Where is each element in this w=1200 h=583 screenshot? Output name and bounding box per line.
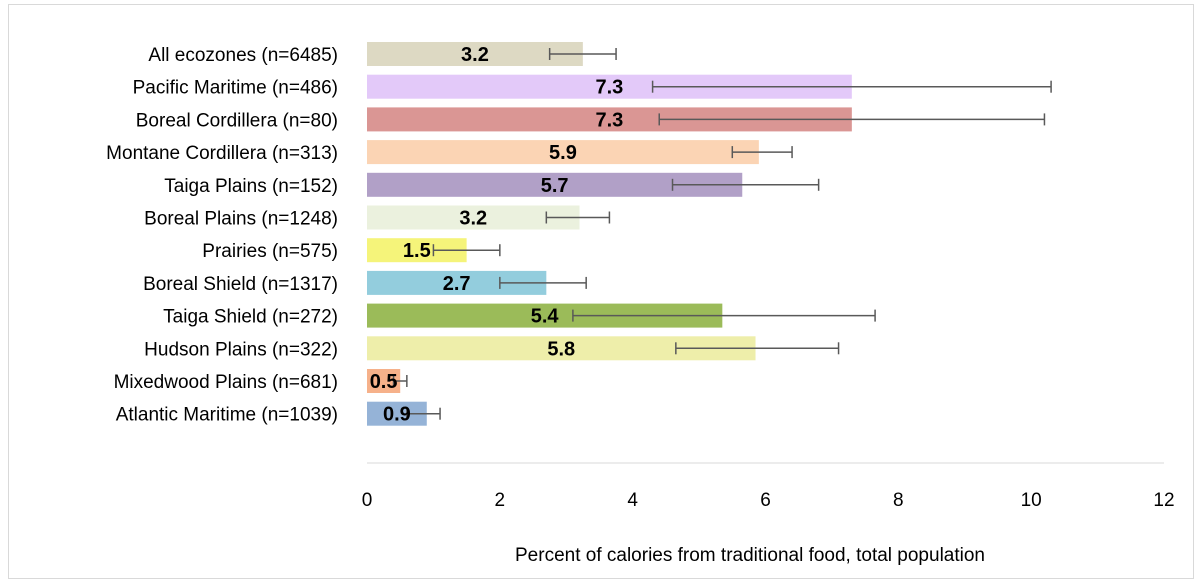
category-label: Hudson Plains (n=322) bbox=[144, 339, 338, 360]
bar bbox=[367, 205, 580, 230]
x-tick-label: 8 bbox=[893, 490, 904, 511]
error-bars-layer bbox=[392, 48, 1052, 420]
category-label: Taiga Plains (n=152) bbox=[164, 176, 338, 197]
value-label: 0.9 bbox=[383, 404, 411, 426]
category-label: Pacific Maritime (n=486) bbox=[133, 78, 338, 99]
value-label: 5.8 bbox=[547, 338, 575, 360]
value-label: 3.2 bbox=[459, 208, 487, 230]
category-label: Taiga Shield (n=272) bbox=[163, 307, 338, 328]
value-label: 2.7 bbox=[443, 273, 471, 295]
error-bar bbox=[499, 276, 587, 289]
category-label: All ecozones (n=6485) bbox=[148, 45, 338, 66]
error-bar bbox=[658, 113, 1046, 126]
category-label: Boreal Shield (n=1317) bbox=[143, 274, 338, 295]
error-bar bbox=[675, 342, 840, 355]
category-label: Boreal Cordillera (n=80) bbox=[136, 110, 338, 131]
error-bar bbox=[406, 407, 441, 420]
value-label: 5.4 bbox=[531, 306, 560, 328]
category-label: Montane Cordillera (n=313) bbox=[106, 143, 338, 164]
value-label: 5.9 bbox=[549, 142, 577, 164]
x-tick-label: 4 bbox=[627, 490, 638, 511]
bars-layer bbox=[367, 42, 852, 426]
value-label: 7.3 bbox=[596, 109, 624, 131]
chart-frame bbox=[8, 4, 1194, 579]
bar bbox=[367, 140, 759, 165]
category-labels-layer: All ecozones (n=6485) Pacific Maritime (n… bbox=[106, 45, 338, 426]
error-bar bbox=[731, 146, 793, 159]
error-bar bbox=[651, 80, 1052, 93]
value-label: 5.7 bbox=[541, 175, 569, 197]
x-tick-labels-layer: 0 2 4 6 8 10 12 bbox=[362, 490, 1175, 511]
category-label: Atlantic Maritime (n=1039) bbox=[116, 405, 338, 426]
value-label: 3.2 bbox=[461, 44, 489, 66]
category-label: Prairies (n=575) bbox=[202, 241, 338, 262]
error-bar bbox=[572, 309, 876, 322]
category-label: Mixedwood Plains (n=681) bbox=[114, 372, 338, 393]
value-label: 0.5 bbox=[370, 371, 398, 393]
error-bar bbox=[548, 48, 617, 60]
x-tick-label: 0 bbox=[362, 490, 373, 511]
x-tick-label: 2 bbox=[495, 490, 506, 511]
value-label: 7.3 bbox=[596, 77, 624, 99]
x-tick-label: 6 bbox=[760, 490, 771, 511]
error-bar bbox=[432, 244, 501, 257]
x-axis-title: Percent of calories from traditional foo… bbox=[515, 545, 985, 566]
error-bar bbox=[671, 178, 820, 191]
error-bar bbox=[545, 211, 611, 224]
x-tick-label: 10 bbox=[1021, 490, 1042, 511]
value-label: 1.5 bbox=[403, 240, 431, 262]
error-bar bbox=[392, 375, 408, 387]
bar bbox=[367, 42, 583, 66]
x-tick-label: 12 bbox=[1153, 490, 1174, 511]
category-label: Boreal Plains (n=1248) bbox=[144, 209, 338, 230]
value-labels-layer: 3.2 7.3 7.3 5.9 5.7 3.2 1.5 2.7 5.4 5.8 0.5 0.9 bbox=[370, 44, 624, 426]
bar bbox=[367, 107, 852, 132]
